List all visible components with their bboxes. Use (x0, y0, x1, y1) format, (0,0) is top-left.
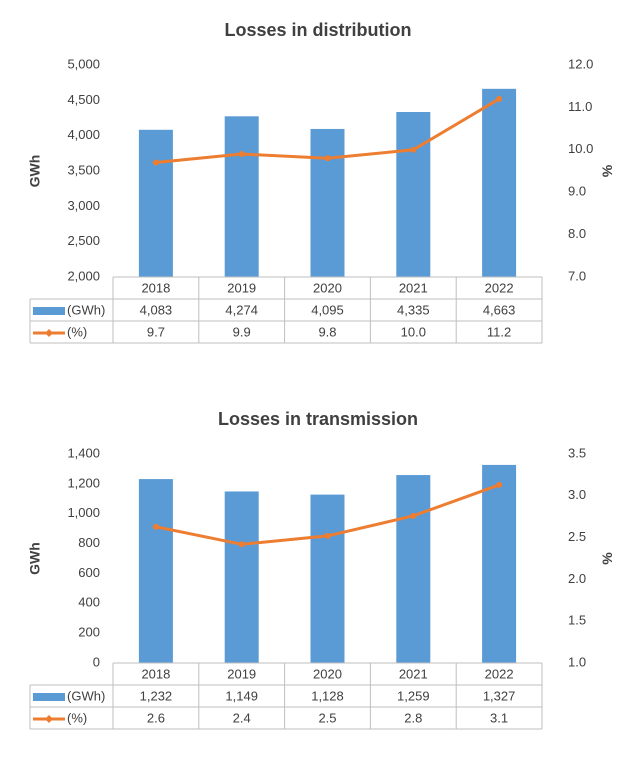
legend-swatch (45, 715, 53, 723)
y2-tick-label: 8.0 (568, 226, 586, 241)
y-tick-label: 600 (78, 565, 100, 580)
y-tick-label: 200 (78, 625, 100, 640)
category-label: 2021 (399, 666, 428, 681)
table-value: 2.6 (147, 710, 165, 725)
y2-tick-label: 3.5 (568, 445, 586, 460)
line-marker (410, 146, 417, 153)
category-label: 2022 (485, 666, 514, 681)
line-marker (238, 151, 245, 158)
y2-axis-label: % (599, 552, 615, 565)
table-value: 1,128 (311, 688, 344, 703)
table-value: 1,327 (483, 688, 516, 703)
category-label: 2020 (313, 666, 342, 681)
line-marker (410, 512, 417, 519)
y-tick-label: 5,000 (67, 56, 100, 71)
bar (138, 129, 173, 277)
table-value: 4,274 (225, 302, 258, 317)
bar (138, 479, 173, 663)
y-axis-label: GWh (27, 542, 43, 575)
table-value: 4,083 (140, 302, 173, 317)
legend-swatch (45, 329, 53, 337)
line-marker (496, 481, 503, 488)
bar (482, 88, 517, 277)
category-label: 2018 (141, 280, 170, 295)
table-value: 11.2 (487, 324, 511, 339)
table-value: 3.1 (490, 710, 508, 725)
y-tick-label: 1,000 (67, 505, 100, 520)
line-marker (324, 155, 331, 162)
category-label: 2020 (313, 280, 342, 295)
y-tick-label: 2,000 (67, 268, 100, 283)
y-tick-label: 3,500 (67, 162, 100, 177)
category-label: 2022 (485, 280, 514, 295)
table-value: 4,095 (311, 302, 344, 317)
y-axis-label: GWh (27, 155, 43, 188)
y-tick-label: 0 (93, 654, 100, 669)
table-value: 1,232 (140, 688, 173, 703)
legend-label: (GWh) (67, 688, 105, 703)
table-value: 9.8 (318, 324, 336, 339)
table-value: 2.5 (318, 710, 336, 725)
y-tick-label: 400 (78, 595, 100, 610)
category-label: 2019 (227, 666, 256, 681)
y2-tick-label: 2.5 (568, 529, 586, 544)
y2-tick-label: 11.0 (568, 99, 592, 114)
legend-swatch (33, 307, 65, 315)
y-tick-label: 3,000 (67, 198, 100, 213)
line-marker (496, 95, 503, 102)
y2-tick-label: 12.0 (568, 56, 593, 71)
y2-axis-label: % (599, 165, 615, 178)
table-value: 2.4 (233, 710, 251, 725)
category-label: 2018 (141, 666, 170, 681)
bar (396, 475, 431, 663)
y2-tick-label: 1.0 (568, 654, 586, 669)
table-value: 9.7 (147, 324, 165, 339)
y-tick-label: 800 (78, 535, 100, 550)
line-marker (152, 159, 159, 166)
chart-title: Losses in transmission (218, 409, 418, 429)
bar (396, 111, 431, 277)
line-marker (324, 532, 331, 539)
bar (310, 128, 345, 277)
y2-tick-label: 1.5 (568, 613, 586, 628)
y2-tick-label: 10.0 (568, 141, 593, 156)
table-value: 1,259 (397, 688, 430, 703)
y-tick-label: 4,500 (67, 92, 100, 107)
category-label: 2021 (399, 280, 428, 295)
y-tick-label: 1,200 (67, 475, 100, 490)
y-tick-label: 1,400 (67, 445, 100, 460)
y2-tick-label: 3.0 (568, 487, 586, 502)
bar (224, 491, 259, 663)
bar (482, 464, 517, 663)
y-tick-label: 2,500 (67, 233, 100, 248)
table-value: 9.9 (233, 324, 251, 339)
legend-label: (GWh) (67, 302, 105, 317)
chart-title: Losses in distribution (224, 20, 411, 40)
table-value: 4,335 (397, 302, 430, 317)
legend-label: (%) (67, 710, 87, 725)
category-label: 2019 (227, 280, 256, 295)
table-value: 10.0 (401, 324, 426, 339)
bar (310, 494, 345, 663)
line-marker (152, 523, 159, 530)
table-value: 4,663 (483, 302, 516, 317)
y2-tick-label: 7.0 (568, 268, 586, 283)
line-marker (238, 541, 245, 548)
bar (224, 116, 259, 277)
y2-tick-label: 9.0 (568, 184, 586, 199)
table-value: 2.8 (404, 710, 422, 725)
legend-swatch (33, 693, 65, 701)
legend-label: (%) (67, 324, 87, 339)
y-tick-label: 4,000 (67, 127, 100, 142)
y2-tick-label: 2.0 (568, 571, 586, 586)
table-value: 1,149 (225, 688, 258, 703)
